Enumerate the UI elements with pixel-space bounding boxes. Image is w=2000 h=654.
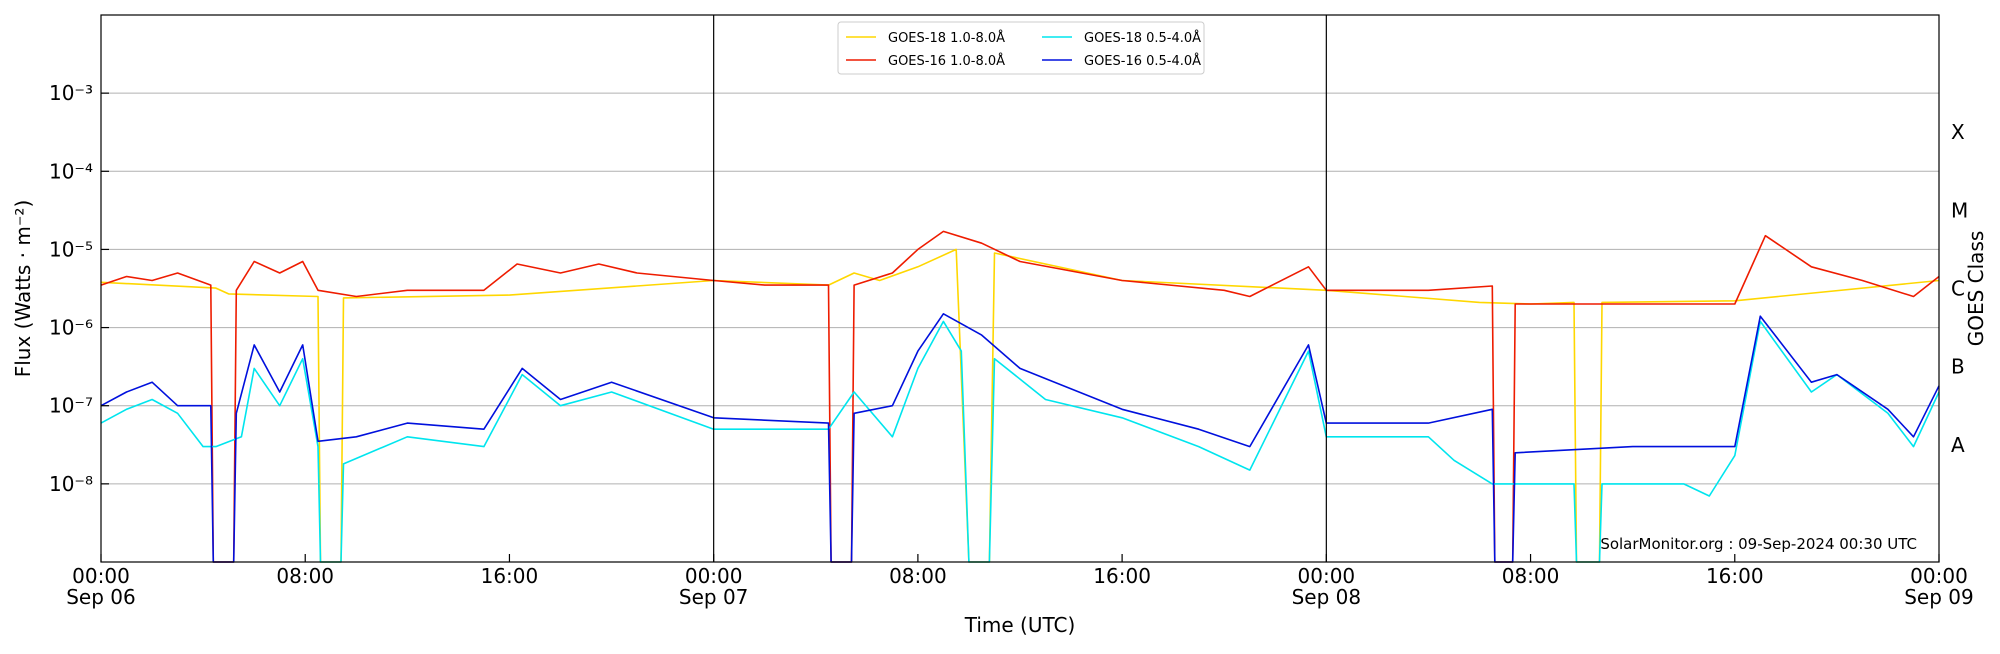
x-tick-label: 16:00: [1093, 564, 1151, 588]
x-tick-date-label: Sep 09: [1904, 585, 1974, 609]
y-tick-label: 10⁻³: [49, 81, 93, 105]
class-tick-label: X: [1951, 120, 1965, 144]
x-tick-label: 00:00: [72, 564, 130, 588]
x-tick-date-label: Sep 07: [679, 585, 749, 609]
gridlines: [101, 92, 1939, 485]
series-line: [100, 312, 1940, 563]
y-tick-label: 10⁻⁷: [49, 394, 93, 418]
x-tick-label: 08:00: [276, 564, 334, 588]
legend-items: GOES-18 1.0-8.0Å GOES-16 1.0-8.0Å GOES-18 …: [846, 30, 1201, 69]
x-axis-title: Time (UTC): [964, 613, 1076, 637]
y-tick-label: 10⁻⁴: [49, 159, 93, 183]
x-tick-label: 08:00: [1502, 564, 1560, 588]
y-tick-label: 10⁻⁸: [49, 472, 93, 496]
legend-label: GOES-18 0.5-4.0Å: [1084, 30, 1201, 46]
legend-label: GOES-16 0.5-4.0Å: [1084, 53, 1201, 69]
credit-annotation: SolarMonitor.org : 09-Sep-2024 00:30 UTC: [1600, 535, 1917, 553]
y-tick-label: 10⁻⁶: [49, 316, 93, 340]
x-tick-date-label: Sep 06: [66, 585, 136, 609]
class-tick-label: A: [1951, 433, 1965, 457]
series-line: [100, 230, 1940, 563]
legend-label: GOES-16 1.0-8.0Å: [888, 53, 1005, 69]
series-line: [100, 320, 1940, 563]
x-tick-label: 16:00: [1706, 564, 1764, 588]
x-tick-date-label: Sep 08: [1292, 585, 1362, 609]
secondary-y-axis-title: GOES Class: [1964, 231, 1988, 347]
y-tick-label: 10⁻⁵: [49, 237, 93, 261]
legend: GOES-18 1.0-8.0Å GOES-16 1.0-8.0Å GOES-18 …: [837, 21, 1205, 75]
x-tick-label: 08:00: [889, 564, 947, 588]
class-tick-label: M: [1951, 198, 1968, 222]
day-boundary-lines: [713, 15, 1327, 562]
legend-box: [837, 21, 1205, 75]
y-axis-title: Flux (Watts · m⁻²): [11, 200, 35, 378]
class-tick-label: C: [1951, 277, 1965, 301]
plot-frame: [100, 14, 1940, 563]
x-tick-label: 00:00: [685, 564, 743, 588]
x-tick-label: 16:00: [481, 564, 539, 588]
legend-label: GOES-18 1.0-8.0Å: [888, 30, 1005, 46]
class-tick-label: B: [1951, 355, 1965, 379]
series-lines: [100, 230, 1940, 563]
x-tick-label: 00:00: [1910, 564, 1968, 588]
x-tick-label: 00:00: [1298, 564, 1356, 588]
